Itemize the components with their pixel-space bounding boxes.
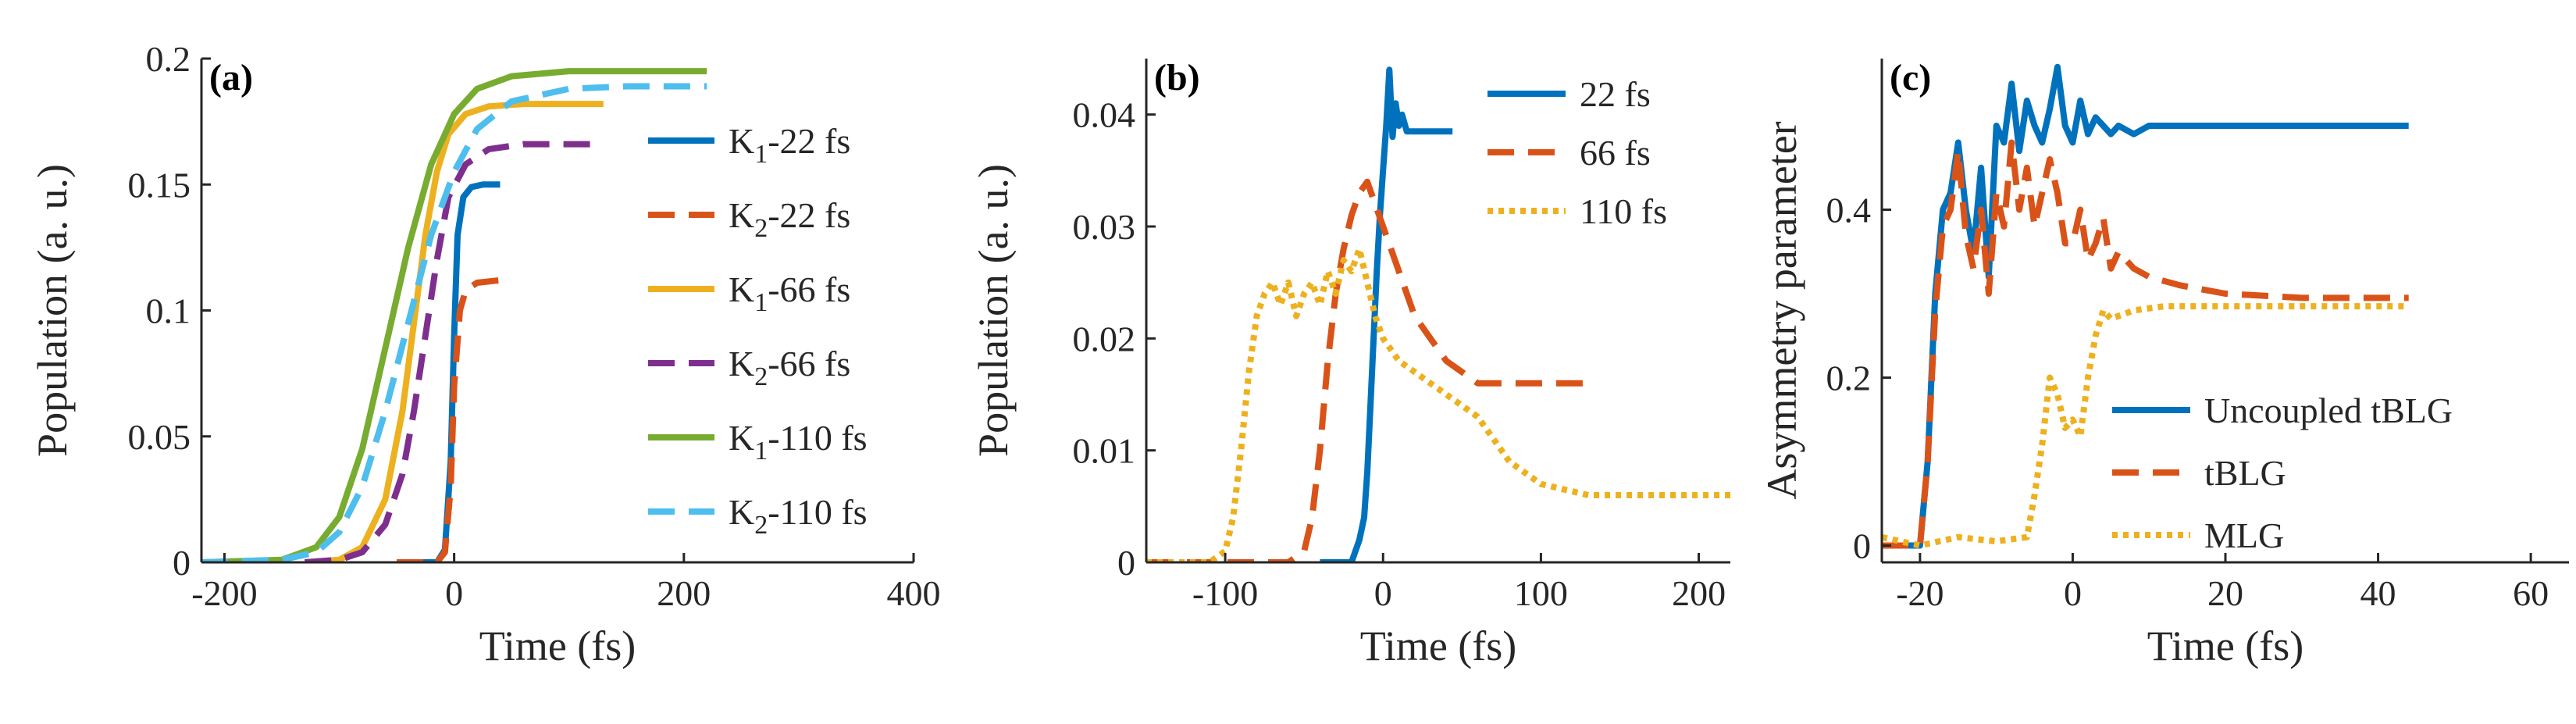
x-tick-label: 0 (445, 573, 463, 613)
y-axis-label: Population (a. u.) (29, 164, 76, 457)
series-line-3 (1146, 245, 1730, 562)
x-axis-label: Time (fs) (1360, 622, 1517, 669)
series-line-5 (201, 68, 707, 562)
legend-label-1: Uncoupled tBLG (2204, 391, 2453, 430)
x-tick-label: 20 (2207, 573, 2243, 613)
legend-label-6: K2-110 fs (729, 492, 868, 540)
series-line-4 (305, 141, 604, 562)
legend-label-4: K2-66 fs (729, 344, 850, 391)
series-line-2 (1882, 139, 2409, 549)
x-axis-label: Time (fs) (2147, 622, 2304, 669)
legend-label-1: 22 fs (1580, 74, 1651, 114)
panel-label: (c) (1890, 57, 1931, 98)
legend-label-3: MLG (2204, 515, 2284, 555)
y-axis-label: Population (a. u.) (970, 164, 1017, 457)
x-axis-label: Time (fs) (479, 622, 636, 669)
series-line-3 (305, 101, 604, 562)
y-tick-label: 0.2 (146, 39, 191, 79)
y-tick-label: 0.05 (128, 417, 191, 457)
x-tick-label: 100 (1514, 573, 1568, 613)
y-tick-label: 0.01 (1073, 431, 1136, 471)
legend-label-2: tBLG (2204, 453, 2286, 493)
y-tick-label: 0.2 (1826, 358, 1872, 398)
y-tick-label: 0.15 (128, 165, 191, 205)
panel-label: (a) (209, 57, 253, 98)
y-tick-label: 0.04 (1073, 95, 1136, 135)
y-tick-label: 0.4 (1826, 191, 1872, 230)
y-tick-label: 0 (1853, 526, 1871, 566)
series-line-2 (397, 276, 501, 562)
series-line-1 (1320, 66, 1453, 562)
x-tick-label: 200 (657, 573, 711, 613)
series-line-2 (1146, 178, 1589, 562)
y-tick-label: 0.02 (1073, 319, 1136, 358)
x-tick-label: 40 (2360, 573, 2396, 613)
legend-label-1: K1-22 fs (729, 121, 850, 169)
x-tick-label: 400 (887, 573, 941, 613)
legend-label-3: K1-66 fs (729, 269, 850, 317)
legend-label-2: 66 fs (1580, 133, 1651, 173)
y-axis-label: Asymmetry parameter (1758, 121, 1805, 499)
panel-c: -20 0 20 40 60 0 0.2 0.4 Time (fs) Asymmetry para… (1758, 57, 2569, 669)
x-tick-label: 0 (2064, 573, 2082, 613)
x-tick-label: 0 (1374, 573, 1392, 613)
x-tick-label: 200 (1672, 573, 1726, 613)
x-tick-label: 60 (2513, 573, 2549, 613)
series-line-6 (201, 83, 707, 562)
legend-label-2: K2-22 fs (729, 195, 850, 243)
series-line-1 (1882, 63, 2409, 549)
y-tick-label: 0.03 (1073, 207, 1136, 247)
panel-b: -100 0 100 200 0 0.01 0.02 0.03 0.04 Time (fs) Pop… (970, 57, 1730, 669)
series-line-3 (1882, 303, 2409, 549)
panel-label: (b) (1154, 57, 1200, 98)
x-tick-label: -20 (1896, 573, 1944, 613)
y-tick-label: 0 (173, 543, 191, 583)
y-tick-label: 0.1 (146, 291, 191, 331)
y-tick-label: 0 (1117, 543, 1135, 583)
x-tick-label: -200 (191, 573, 257, 613)
x-tick-label: -100 (1192, 573, 1258, 613)
legend-label-5: K1-110 fs (729, 418, 868, 465)
legend-label-3: 110 fs (1580, 191, 1667, 231)
